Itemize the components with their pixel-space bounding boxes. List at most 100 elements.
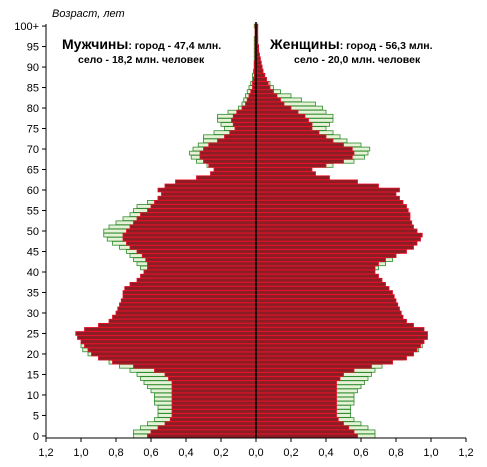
urban-female-bar-53: [255, 216, 411, 222]
x-tick-label: 1,2: [38, 447, 53, 459]
urban-male-bar-35: [122, 290, 257, 295]
urban-female-bar-90: [255, 64, 263, 70]
urban-female-bar-45: [255, 249, 407, 254]
urban-male-bar-68: [199, 154, 257, 160]
urban-female-bar-57: [255, 200, 404, 205]
urban-male-bar-15: [164, 372, 257, 377]
urban-male-bar-22: [84, 343, 257, 349]
urban-male-bar-73: [224, 134, 257, 140]
urban-male-bar-7: [171, 404, 257, 410]
y-tick-label: 70: [27, 144, 39, 156]
y-tick-label: 30: [27, 308, 39, 320]
urban-female-bar-19: [255, 355, 407, 361]
urban-female-bar-23: [255, 339, 425, 344]
urban-female-bar-1: [255, 429, 355, 435]
urban-female-bar-87: [255, 77, 267, 82]
urban-male-bar-70: [203, 146, 257, 152]
urban-male-bar-29: [112, 314, 257, 320]
urban-male-bar-71: [208, 142, 257, 148]
urban-female-bar-61: [255, 183, 379, 189]
urban-male-bar-12: [171, 384, 257, 390]
urban-male-bar-48: [122, 236, 257, 242]
x-tick-label: 1,0: [73, 447, 88, 459]
urban-female-bar-24: [255, 335, 428, 340]
male-rural-text: село - 18,2 млн. человек: [78, 54, 205, 66]
urban-male-bar-53: [136, 216, 257, 222]
x-tick-label: 0,2: [213, 447, 228, 459]
urban-female-bar-50: [255, 228, 418, 234]
urban-male-bar-62: [175, 179, 257, 185]
male-urban-text: : город - 47,4 млн.: [128, 40, 221, 52]
urban-female-bar-86: [255, 81, 269, 86]
x-axis: 1,2 1,0 0,8 0,6 0,4 0,2 0,0 0,2 0,4 0,6 0,8 1,0 1,2: [38, 437, 474, 459]
male-title: Мужчины: [62, 36, 128, 52]
urban-female-bar-64: [255, 171, 316, 176]
urban-female-bar-63: [255, 175, 330, 181]
urban-male-bar-65: [213, 167, 257, 172]
urban-male-bar-39: [140, 273, 257, 279]
urban-male-bar-36: [124, 286, 257, 291]
urban-male-bar-54: [140, 212, 257, 217]
urban-female-bar-11: [255, 388, 337, 394]
urban-male-bar-64: [210, 171, 257, 176]
urban-male-bar-20: [91, 351, 257, 357]
urban-female-bar-59: [255, 191, 397, 197]
urban-female-bar-69: [255, 150, 355, 156]
urban-male-bar-23: [80, 339, 257, 344]
urban-female-bar-67: [255, 159, 344, 164]
y-tick-label: 80: [27, 103, 39, 115]
urban-male-bar-74: [229, 130, 257, 135]
urban-female-bar-49: [255, 232, 423, 238]
urban-male-bar-11: [171, 388, 257, 394]
urban-female-bar-10: [255, 392, 337, 398]
urban-male-bar-44: [141, 253, 257, 258]
urban-female-bar-78: [255, 113, 306, 119]
urban-male-bar-79: [236, 109, 257, 115]
urban-male-bar-75: [234, 126, 257, 131]
y-tick-label: 65: [27, 165, 39, 177]
urban-female-bar-82: [255, 97, 281, 103]
urban-female-bar-65: [255, 167, 313, 172]
urban-male-bar-78: [232, 113, 257, 119]
urban-male-bar-2: [157, 425, 257, 431]
urban-male-bar-76: [232, 122, 257, 127]
urban-male-bar-42: [147, 261, 257, 267]
urban-female-bar-27: [255, 322, 414, 328]
urban-female-bar-80: [255, 105, 292, 111]
urban-male-bar-59: [161, 191, 257, 197]
urban-male-bar-25: [75, 331, 257, 336]
urban-male-bar-30: [115, 310, 257, 316]
urban-female-bar-17: [255, 363, 372, 369]
urban-female-bar-13: [255, 380, 337, 385]
urban-female-bar-4: [255, 417, 339, 422]
urban-male-bar-41: [147, 265, 257, 271]
urban-male-bar-47: [126, 240, 257, 246]
x-tick-label: 0,6: [143, 447, 158, 459]
urban-female-bar-2: [255, 425, 350, 431]
urban-male-bar-45: [136, 249, 257, 254]
female-rural-text: село - 20,0 млн. человек: [294, 54, 421, 66]
urban-female-bar-79: [255, 109, 299, 115]
urban-male-bar-55: [147, 208, 257, 213]
urban-female-bar-40: [255, 269, 376, 275]
urban-male-bar-26: [84, 327, 257, 332]
urban-female-bar-71: [255, 142, 344, 148]
urban-female-bar-52: [255, 220, 413, 226]
urban-female-bar-20: [255, 351, 414, 357]
urban-female-bar-16: [255, 368, 355, 373]
urban-male-bar-56: [150, 204, 257, 209]
y-tick-label: 55: [27, 206, 39, 218]
urban-female-bar-66: [255, 163, 327, 168]
urban-female-bar-76: [255, 122, 313, 127]
urban-female-bar-12: [255, 384, 337, 390]
urban-female-bar-8: [255, 400, 337, 406]
urban-male-bar-50: [126, 228, 257, 234]
svg-text:Женщины: город - 56,3 млн.: Женщины: город - 56,3 млн.: [269, 36, 433, 52]
urban-male-bar-49: [122, 232, 257, 238]
urban-female-bar-68: [255, 154, 353, 160]
y-tick-label: 95: [27, 42, 39, 54]
urban-female-bar-33: [255, 298, 397, 303]
urban-female-bar-29: [255, 314, 404, 320]
urban-male-bar-46: [129, 245, 257, 250]
y-tick-label: 25: [27, 328, 39, 340]
